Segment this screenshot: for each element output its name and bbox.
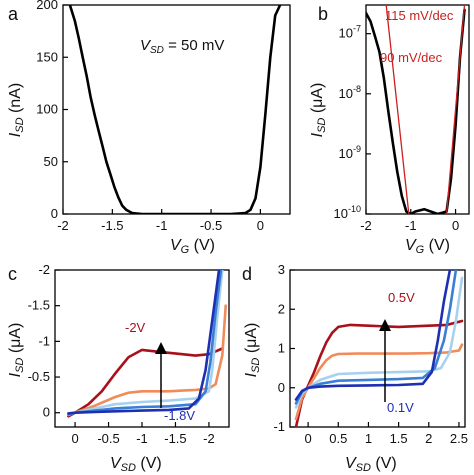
panel-a-ticks: -2 -1.5 -1 -0.5 0 0 50 100 150 200 <box>36 0 264 233</box>
panel-b-curves <box>366 5 466 214</box>
panel-a-ytick-label: 100 <box>36 102 58 117</box>
panel-d-ytick-label: 3 <box>278 262 285 277</box>
panel-a-annotation: VSD = 50 mV <box>140 37 224 56</box>
panel-c-annotation-minus1-8v: -1.8V <box>164 408 195 423</box>
panel-c-xtick-label: 0 <box>71 431 78 446</box>
panel-c-xtick-label: -0.5 <box>97 431 119 446</box>
panel-a-curves <box>68 5 282 214</box>
panel-d-curves <box>294 270 464 427</box>
panel-b-xlabel: VG (V) <box>405 237 450 256</box>
panel-b-ytick-label: 10-8 <box>339 84 361 101</box>
panel-c: 0 -0.5 -1 -1.5 -2 0 -0.5 -1 -1.5 -2 c -2V -1.8V V… <box>7 262 230 474</box>
panel-a-label: a <box>8 4 19 24</box>
panel-c-annotation-minus2v: -2V <box>125 320 146 335</box>
panel-c-ytick-label: -0.5 <box>28 369 50 384</box>
panel-a-ylabel: ISD (nA) <box>7 83 26 137</box>
panel-c-ytick-label: 0 <box>43 405 50 420</box>
panel-a-ytick-label: 0 <box>51 206 58 221</box>
panel-c-ticks: 0 -0.5 -1 -1.5 -2 0 -0.5 -1 -1.5 -2 <box>28 262 215 446</box>
panel-b-frame <box>365 4 470 215</box>
panel-b-label: b <box>318 4 328 24</box>
panel-d-ylabel: ISD (μA) <box>243 323 262 378</box>
panel-d-label: d <box>242 264 252 284</box>
panel-a-xtick-label: -2 <box>57 218 69 233</box>
panel-c-ytick-label: -2 <box>38 262 50 277</box>
panel-a-xtick-label: -1 <box>156 218 168 233</box>
panel-d-annotation-0-1v: 0.1V <box>387 400 414 415</box>
panel-d-series-4 <box>294 270 452 401</box>
panel-c-frame <box>54 269 230 428</box>
panel-a-ytick-label: 50 <box>44 154 58 169</box>
panel-d-xtick-label: 1 <box>365 431 372 446</box>
panel-d-xtick-label: 2 <box>425 431 432 446</box>
panel-d-annotation-0-5v: 0.5V <box>388 290 415 305</box>
panel-a-xtick-label: -1.5 <box>101 218 123 233</box>
panel-c-xlabel: VSD (V) <box>110 455 162 474</box>
panel-a-ytick-label: 150 <box>36 49 58 64</box>
panel-c-label: c <box>8 264 17 284</box>
panel-b-annotation-90: 90 mV/dec <box>380 50 443 65</box>
panel-c-series-1 <box>67 304 227 417</box>
panel-b-ylabel: ISD (μA) <box>309 83 328 138</box>
panel-c-xtick-label: -2 <box>203 431 215 446</box>
panel-a-xtick-label: -0.5 <box>200 218 222 233</box>
panel-d-xtick-label: 1.5 <box>390 431 408 446</box>
panel-d-ticks: 0 0.5 1 1.5 2 2.5 -1 0 1 2 3 <box>273 262 468 446</box>
panel-d-ytick-label: 2 <box>278 301 285 316</box>
panel-c-xtick-label: -1.5 <box>164 431 186 446</box>
panel-c-series-4 <box>67 270 221 415</box>
panel-c-ytick-label: -1.5 <box>28 298 50 313</box>
panel-c-ytick-label: -1 <box>38 333 50 348</box>
panel-a-xlabel: VG (V) <box>170 237 215 256</box>
panel-d-series-3 <box>294 270 458 405</box>
panel-d-xtick-label: 0 <box>304 431 311 446</box>
panel-d: 0 0.5 1 1.5 2 2.5 -1 0 1 2 3 d 0.5V 0.1V VSD (V) I… <box>242 262 468 474</box>
panel-d-xlabel: VSD (V) <box>345 455 397 474</box>
panel-c-series-2 <box>67 270 224 416</box>
panel-b-series-1 <box>385 5 410 214</box>
panel-d-frame <box>289 269 466 428</box>
panel-b-annotation-115: 115 mV/dec <box>385 8 454 23</box>
panel-d-ytick-label: 1 <box>278 341 285 356</box>
panel-b-xtick-label: 0 <box>452 218 459 233</box>
panel-c-xtick-label: -1 <box>136 431 148 446</box>
panel-c-ylabel: ISD (μA) <box>7 323 26 378</box>
panel-b-ytick-label: 10-10 <box>334 204 361 221</box>
panel-a-series-0 <box>68 5 282 214</box>
panel-b-ytick-label: 10-9 <box>339 144 361 161</box>
panel-b-xtick-label: -2 <box>360 218 372 233</box>
panel-b-series-0 <box>366 8 466 214</box>
panel-a-xtick-label: 0 <box>257 218 264 233</box>
panel-d-xtick-label: 0.5 <box>329 431 347 446</box>
panel-b: -2 -1 0 10-10 10-9 10-8 10-7 b 115 mV/dec 90 m… <box>309 4 470 256</box>
panel-b-ticks: -2 -1 0 10-10 10-9 10-8 10-7 <box>334 24 460 233</box>
panel-d-series-0 <box>294 319 464 427</box>
panel-c-curves <box>67 270 227 418</box>
panel-d-xtick-label: 2.5 <box>450 431 468 446</box>
panel-b-series-2 <box>445 5 466 214</box>
panel-d-ytick-label: 0 <box>278 380 285 395</box>
panel-b-ytick-label: 10-7 <box>339 24 361 41</box>
panel-b-xtick-label: -1 <box>405 218 417 233</box>
panel-d-ytick-label: -1 <box>273 419 285 434</box>
panel-a-ytick-label: 200 <box>36 0 58 12</box>
